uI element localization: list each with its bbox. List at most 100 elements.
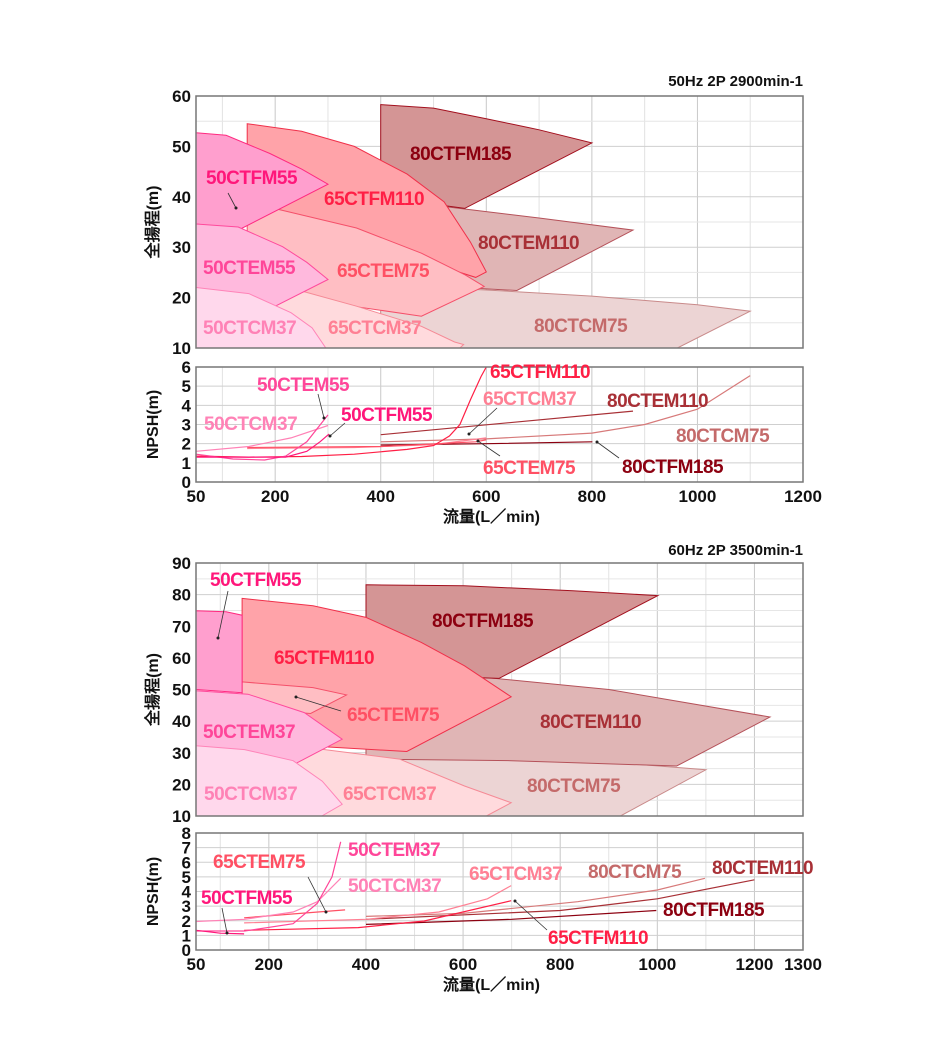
y-tick-label: 20 (172, 775, 191, 794)
leader-line (329, 422, 346, 437)
series-label-80ctem110: 80CTEM110 (712, 858, 813, 879)
y-axis-label: NPSH(m) (145, 390, 162, 459)
leader-line (317, 393, 325, 419)
y-tick-label: 6 (182, 853, 191, 872)
x-tick-label: 800 (546, 955, 574, 974)
x-tick-label: 600 (449, 955, 477, 974)
y-axis-label: 全揚程(m) (143, 186, 162, 260)
y-axis-label: NPSH(m) (145, 857, 162, 926)
series-group (196, 104, 752, 348)
leader-dot (216, 636, 220, 640)
operating-range-50ctcm37 (196, 286, 327, 348)
npsh-curve-65ctem75 (247, 439, 487, 449)
x-tick-label: 400 (367, 487, 395, 506)
leader-dot (513, 899, 517, 903)
operating-condition-title: 60Hz 2P 3500min-1 (668, 542, 803, 559)
y-tick-label: 3 (182, 416, 191, 435)
series-group (196, 841, 755, 935)
series-label-65ctfm110: 65CTFM110 (490, 362, 590, 383)
y-tick-label: 7 (182, 839, 191, 858)
y-tick-label: 0 (182, 473, 191, 492)
npsh-curve-80ctem110 (380, 410, 634, 436)
y-tick-label: 2 (182, 912, 191, 931)
y-tick-label: 0 (182, 941, 191, 960)
y-tick-label: 80 (172, 586, 191, 605)
y-tick-label: 1 (182, 926, 191, 945)
series-label-80ctfm185: 80CTFM185 (622, 457, 724, 478)
npsh-curve-50ctem37 (196, 841, 342, 932)
y-tick-label: 1 (182, 454, 191, 473)
leader-dot (595, 440, 599, 444)
y-tick-label: 10 (172, 339, 191, 358)
npsh-curve-50ctfm55 (196, 433, 330, 458)
series-label-65ctfm110: 65CTFM110 (548, 928, 648, 949)
series-label-50ctem55: 50CTEM55 (203, 258, 296, 279)
leader-dot (476, 439, 480, 443)
x-tick-label: 400 (352, 955, 380, 974)
plot-frame (195, 832, 804, 951)
y-axis-label: 全揚程(m) (143, 653, 162, 727)
series-label-50ctcm37: 50CTCM37 (204, 784, 297, 805)
operating-range-50ctfm55 (196, 610, 243, 694)
series-label-50ctem37: 50CTEM37 (348, 840, 440, 861)
series-group (196, 584, 772, 816)
npsh-curve-80ctfm185 (365, 909, 657, 925)
leader-line (227, 192, 237, 209)
series-label-65ctcm37: 65CTCM37 (343, 784, 436, 805)
series-label-50ctcm37: 50CTCM37 (203, 318, 296, 339)
leader-dot (234, 206, 238, 210)
series-label-80ctcm75: 80CTCM75 (676, 426, 770, 447)
plot-frame (195, 562, 804, 817)
series-label-50ctfm55: 50CTFM55 (341, 405, 433, 426)
plot-frame (195, 366, 804, 483)
npsh-curve-65ctcm37 (244, 885, 512, 924)
series-label-65ctfm110: 65CTFM110 (324, 189, 424, 210)
leader-line (477, 440, 501, 457)
y-tick-label: 5 (182, 868, 191, 887)
series-label-80ctem110: 80CTEM110 (540, 712, 641, 733)
series-label-50ctfm55: 50CTFM55 (210, 570, 302, 591)
x-tick-label: 1200 (736, 955, 774, 974)
series-label-65ctem75: 65CTEM75 (337, 261, 430, 282)
y-tick-label: 60 (172, 87, 191, 106)
y-tick-label: 40 (172, 188, 191, 207)
y-tick-label: 3 (182, 897, 191, 916)
x-tick-label: 1000 (638, 955, 676, 974)
x-axis-label: 流量(L／min) (443, 507, 540, 526)
leader-dot (322, 416, 326, 420)
y-tick-label: 2 (182, 435, 191, 454)
leader-line (295, 696, 342, 712)
y-tick-label: 30 (172, 238, 191, 257)
leader-line (221, 907, 228, 934)
leader-line (217, 590, 229, 639)
npsh-curve-80ctem110 (365, 879, 755, 920)
series-label-65ctcm37: 65CTCM37 (483, 389, 576, 410)
series-label-80ctcm75: 80CTCM75 (527, 776, 621, 797)
y-tick-label: 50 (172, 681, 191, 700)
y-tick-label: 40 (172, 712, 191, 731)
y-tick-label: 30 (172, 744, 191, 763)
series-label-50ctem55: 50CTEM55 (257, 375, 350, 396)
leader-line (514, 900, 548, 931)
series-label-80ctem110: 80CTEM110 (607, 391, 708, 412)
series-label-80ctfm185: 80CTFM185 (410, 144, 512, 165)
series-label-50ctfm55: 50CTFM55 (206, 168, 298, 189)
plot-frame (195, 95, 804, 349)
series-label-65ctem75: 65CTEM75 (347, 705, 440, 726)
series-label-65ctem75: 65CTEM75 (483, 458, 576, 479)
y-tick-label: 8 (182, 824, 191, 843)
x-tick-label: 200 (261, 487, 289, 506)
y-tick-label: 5 (182, 377, 191, 396)
y-tick-label: 10 (172, 807, 191, 826)
y-tick-label: 20 (172, 289, 191, 308)
series-label-65ctcm37: 65CTCM37 (328, 318, 421, 339)
series-label-65ctem75: 65CTEM75 (213, 852, 306, 873)
leader-line (468, 407, 498, 435)
x-tick-label: 1000 (679, 487, 717, 506)
series-group (196, 367, 751, 461)
series-label-80ctfm185: 80CTFM185 (663, 900, 765, 921)
leader-line (596, 441, 620, 459)
x-tick-label: 50 (187, 955, 206, 974)
series-label-50ctcm37: 50CTCM37 (204, 414, 297, 435)
